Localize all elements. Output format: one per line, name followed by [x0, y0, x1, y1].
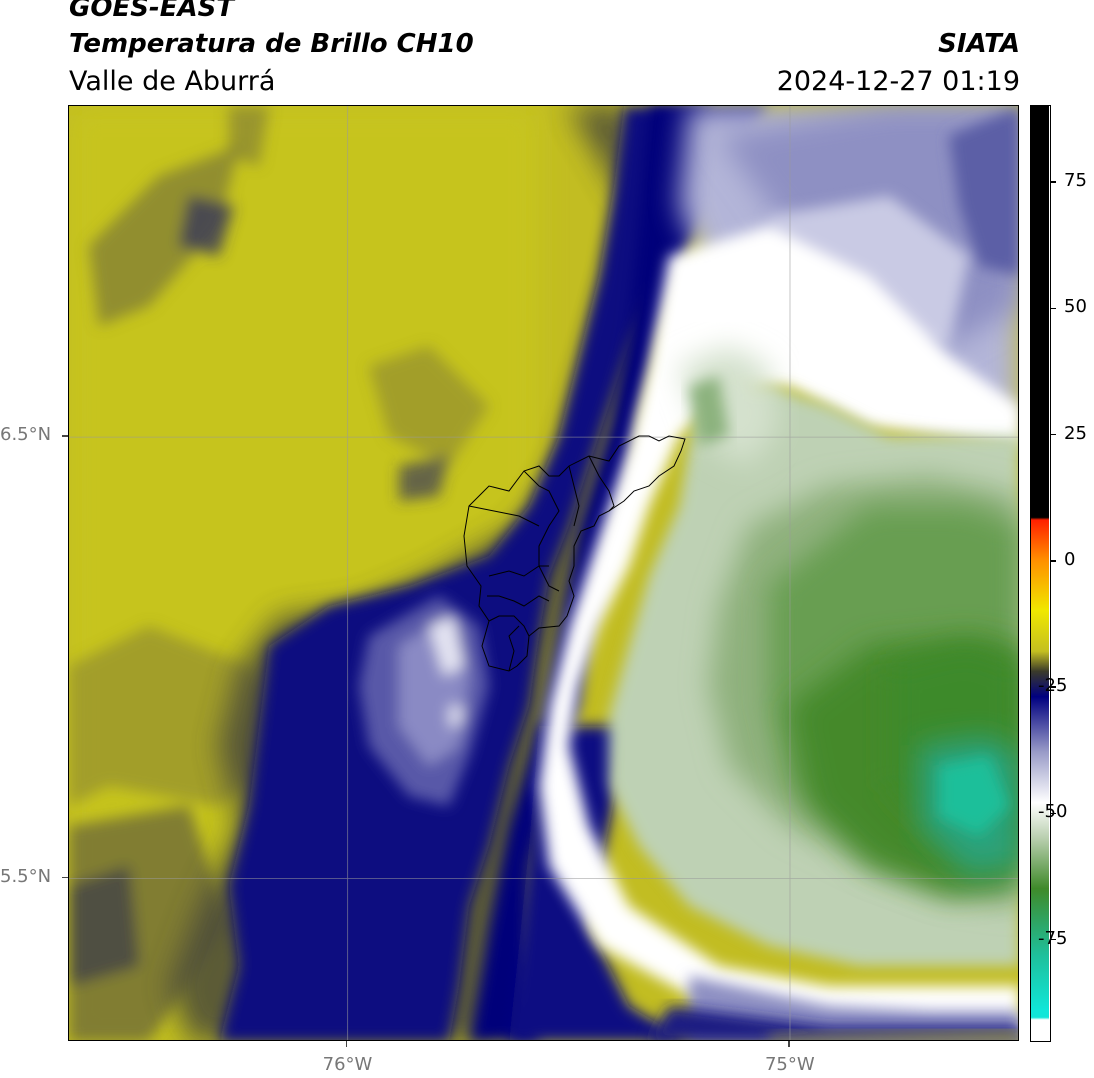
- white-band: [539, 226, 1018, 1040]
- municipal-boundaries: [463, 435, 686, 672]
- region-title: Valle de Aburrá: [69, 66, 276, 97]
- agency-title: SIATA: [938, 29, 1020, 59]
- colorbar-tick-mark: [1050, 686, 1056, 688]
- lat-label: 6.5°N: [0, 424, 52, 446]
- colorbar-tick-mark: [1050, 560, 1056, 562]
- colorbar-tick-mark: [1050, 181, 1056, 183]
- colorbar-tick-mark: [1050, 938, 1056, 941]
- lon-label: 76°W: [322, 1054, 373, 1075]
- gridlines: [69, 106, 1018, 1040]
- colorbar-tick-label: 50: [1064, 296, 1087, 318]
- colorbar-gradient: [1031, 106, 1049, 1040]
- lavender-core: [359, 596, 489, 806]
- colorbar-tick-mark: [1050, 812, 1056, 815]
- satellite-map[interactable]: [68, 105, 1019, 1041]
- product-title: Temperatura de Brillo CH10: [69, 29, 474, 59]
- colorbar-tick-label: -50: [1038, 801, 1068, 823]
- colorbar: [1030, 105, 1051, 1042]
- colorbar-tick-label: 75: [1064, 170, 1087, 192]
- navy-band: [219, 106, 709, 1040]
- colorbar-tick-label: 25: [1064, 422, 1087, 444]
- colorbar-tick-mark: [1050, 307, 1056, 310]
- lat-tick-mark: [62, 876, 68, 879]
- lat-label: 5.5°N: [0, 865, 52, 887]
- lon-tick-mark: [788, 1041, 790, 1047]
- colorbar-tick-label: -75: [1038, 927, 1068, 949]
- colorbar-tick-label: 0: [1064, 548, 1076, 570]
- colorbar-tick-label: -25: [1038, 675, 1068, 697]
- datetime-label: 2024-12-27 01:19: [776, 66, 1020, 97]
- lat-tick-mark: [62, 435, 68, 437]
- lon-tick-mark: [345, 1041, 348, 1047]
- brightness-temperature-field: [69, 106, 1018, 1040]
- lon-label: 75°W: [764, 1054, 815, 1075]
- satellite-title: GOES-EAST: [69, 0, 235, 23]
- colorbar-tick-mark: [1050, 433, 1056, 436]
